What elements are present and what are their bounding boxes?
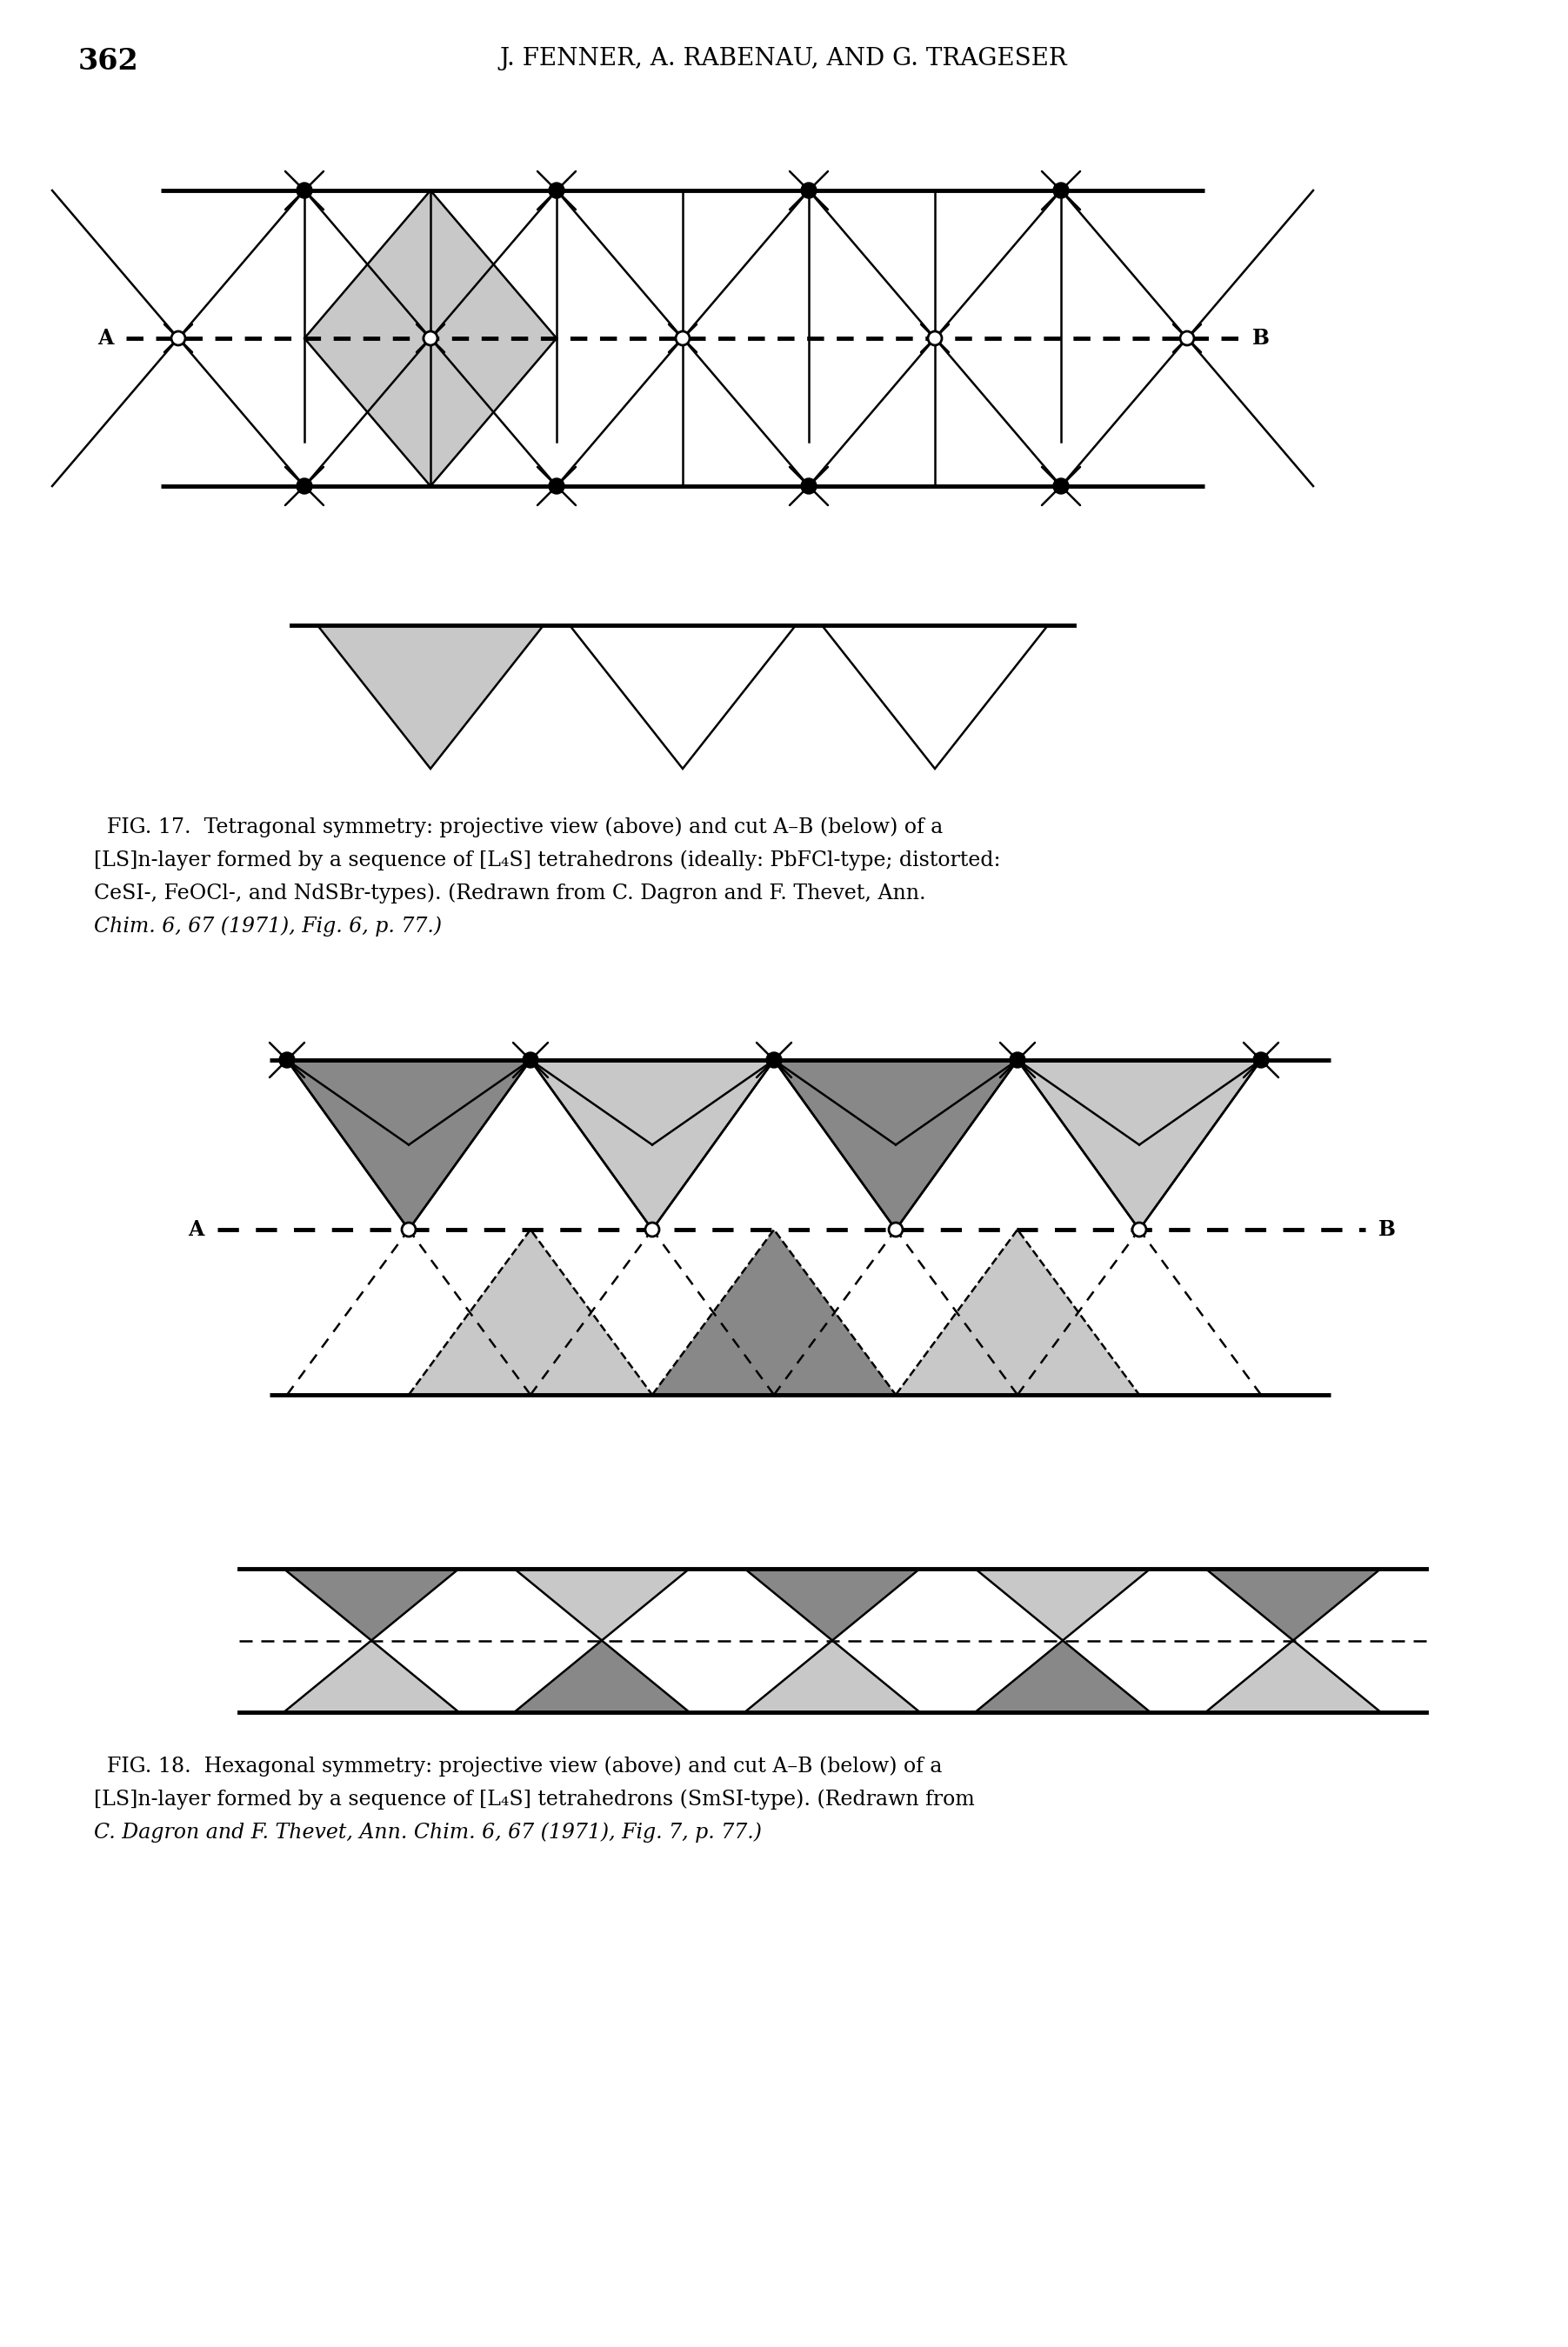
Circle shape <box>801 183 817 197</box>
Polygon shape <box>569 624 795 770</box>
Circle shape <box>549 479 564 493</box>
Polygon shape <box>895 1230 1140 1394</box>
Circle shape <box>423 331 437 345</box>
Circle shape <box>676 331 690 345</box>
Text: C. Dagron and F. Thevet, Ann. Chim. 6, 67 (1971), Fig. 7, p. 77.): C. Dagron and F. Thevet, Ann. Chim. 6, 6… <box>94 1821 762 1842</box>
Text: A: A <box>97 329 113 350</box>
Text: J. FENNER, A. RABENAU, AND G. TRAGESER: J. FENNER, A. RABENAU, AND G. TRAGESER <box>500 47 1068 70</box>
Circle shape <box>1054 183 1069 197</box>
Polygon shape <box>284 1641 459 1713</box>
Polygon shape <box>1206 1568 1381 1641</box>
Text: B: B <box>1253 329 1270 350</box>
Text: [LS]n-layer formed by a sequence of [L₄S] tetrahedrons (ideally: PbFCl-type; dis: [LS]n-layer formed by a sequence of [L₄S… <box>94 850 1000 871</box>
Circle shape <box>1253 1051 1269 1068</box>
Polygon shape <box>287 1061 530 1230</box>
Text: A: A <box>188 1218 204 1239</box>
Circle shape <box>401 1223 416 1237</box>
Polygon shape <box>652 1230 895 1394</box>
Polygon shape <box>975 1568 1151 1641</box>
Circle shape <box>171 331 185 345</box>
Circle shape <box>296 183 312 197</box>
Circle shape <box>767 1051 782 1068</box>
Polygon shape <box>530 1061 775 1230</box>
Polygon shape <box>975 1641 1151 1713</box>
Text: Chim. 6, 67 (1971), Fig. 6, p. 77.): Chim. 6, 67 (1971), Fig. 6, p. 77.) <box>94 915 442 936</box>
Circle shape <box>1181 331 1195 345</box>
Polygon shape <box>822 624 1047 770</box>
Polygon shape <box>775 1061 1018 1230</box>
Polygon shape <box>304 190 557 486</box>
Text: B: B <box>1378 1218 1396 1239</box>
Circle shape <box>279 1051 295 1068</box>
Text: [LS]n-layer formed by a sequence of [L₄S] tetrahedrons (SmSI-type). (Redrawn fro: [LS]n-layer formed by a sequence of [L₄S… <box>94 1788 975 1810</box>
Polygon shape <box>409 1230 652 1394</box>
Polygon shape <box>1206 1641 1381 1713</box>
Circle shape <box>522 1051 538 1068</box>
Polygon shape <box>514 1641 690 1713</box>
Circle shape <box>928 331 942 345</box>
Circle shape <box>1010 1051 1025 1068</box>
Circle shape <box>801 479 817 493</box>
Circle shape <box>549 183 564 197</box>
Text: CeSI-, FeOCl-, and NdSBr-types). (Redrawn from C. Dagron and F. Thevet, Ann.: CeSI-, FeOCl-, and NdSBr-types). (Redraw… <box>94 882 925 904</box>
Circle shape <box>1132 1223 1146 1237</box>
Circle shape <box>646 1223 659 1237</box>
Polygon shape <box>284 1568 459 1641</box>
Circle shape <box>296 479 312 493</box>
Circle shape <box>889 1223 903 1237</box>
Text: FIG. 17.  Tetragonal symmetry: projective view (above) and cut A–B (below) of a: FIG. 17. Tetragonal symmetry: projective… <box>94 817 942 838</box>
Polygon shape <box>317 624 544 770</box>
Text: 362: 362 <box>78 47 140 75</box>
Circle shape <box>1054 479 1069 493</box>
Text: FIG. 18.  Hexagonal symmetry: projective view (above) and cut A–B (below) of a: FIG. 18. Hexagonal symmetry: projective … <box>94 1756 942 1777</box>
Polygon shape <box>1018 1061 1261 1230</box>
Polygon shape <box>514 1568 690 1641</box>
Polygon shape <box>745 1568 920 1641</box>
Polygon shape <box>745 1641 920 1713</box>
